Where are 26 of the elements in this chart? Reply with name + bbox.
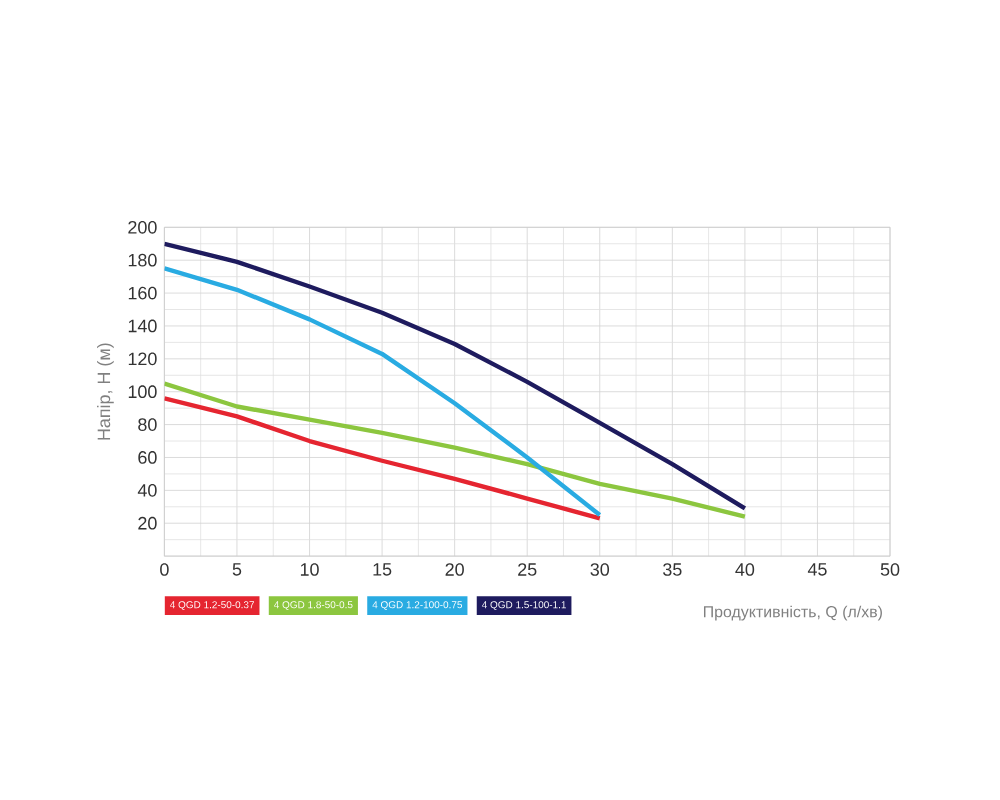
x-tick-label: 20 <box>445 563 464 576</box>
y-tick-label: 60 <box>138 451 157 464</box>
x-tick-label: 15 <box>373 563 392 576</box>
x-tick-label: 30 <box>590 563 610 576</box>
line-series <box>164 396 602 521</box>
y-tick-label: 80 <box>138 418 157 432</box>
x-tick-label: 35 <box>663 563 682 576</box>
line-series <box>164 266 602 518</box>
x-tick-label: 45 <box>807 563 827 576</box>
line-series <box>164 381 748 519</box>
y-tick-label: 40 <box>137 484 157 497</box>
y-tick-label: 200 <box>128 221 157 234</box>
y-tick-label: 20 <box>138 516 157 530</box>
y-tick-label: 120 <box>128 352 157 366</box>
y-tick-label: 160 <box>128 286 157 300</box>
y-axis-title: Напір, H (м) <box>97 343 114 440</box>
y-tick-label: 140 <box>128 319 157 333</box>
x-tick-label: 40 <box>735 563 755 576</box>
x-tick-label: 5 <box>232 563 242 576</box>
x-tick-label: 50 <box>880 563 900 576</box>
x-tick-label: 10 <box>300 563 319 576</box>
x-tick-label: 0 <box>160 563 169 576</box>
x-tick-label: 25 <box>518 563 537 576</box>
y-tick-label: 100 <box>128 385 157 399</box>
line-series <box>164 241 748 511</box>
y-tick-label: 180 <box>128 253 157 267</box>
